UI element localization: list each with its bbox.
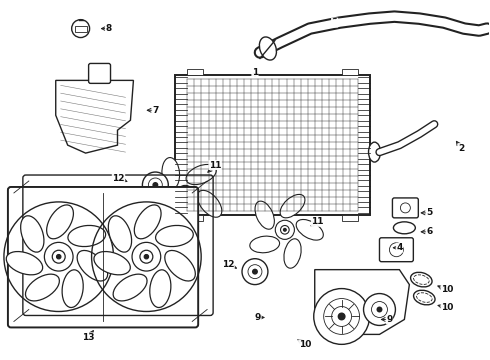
Ellipse shape: [393, 222, 416, 234]
Ellipse shape: [368, 142, 380, 162]
Ellipse shape: [255, 201, 274, 229]
Circle shape: [338, 312, 345, 320]
Circle shape: [144, 255, 148, 259]
Text: 12: 12: [222, 260, 234, 269]
Circle shape: [376, 306, 383, 312]
FancyBboxPatch shape: [392, 198, 418, 218]
Text: 5: 5: [426, 208, 432, 217]
Circle shape: [140, 250, 153, 263]
Ellipse shape: [259, 37, 276, 60]
Text: 9: 9: [255, 313, 261, 322]
Bar: [74, 26, 87, 32]
Ellipse shape: [411, 272, 432, 287]
Circle shape: [56, 255, 61, 259]
Ellipse shape: [134, 205, 161, 239]
Text: 2: 2: [458, 144, 465, 153]
Ellipse shape: [113, 274, 147, 301]
Text: 12: 12: [112, 174, 125, 183]
Ellipse shape: [25, 274, 59, 301]
FancyBboxPatch shape: [8, 187, 198, 328]
FancyBboxPatch shape: [89, 63, 111, 84]
Circle shape: [314, 289, 369, 345]
Text: 6: 6: [426, 227, 432, 236]
Text: 13: 13: [82, 333, 95, 342]
Bar: [187, 215, 203, 221]
Circle shape: [248, 265, 262, 279]
Ellipse shape: [94, 252, 130, 275]
FancyBboxPatch shape: [379, 238, 414, 262]
Ellipse shape: [165, 251, 196, 281]
Ellipse shape: [47, 205, 74, 239]
Ellipse shape: [68, 225, 106, 247]
Circle shape: [371, 302, 388, 318]
Ellipse shape: [284, 239, 301, 268]
Circle shape: [390, 243, 403, 257]
Text: 7: 7: [152, 106, 159, 115]
Circle shape: [364, 293, 395, 325]
Circle shape: [275, 220, 294, 239]
Bar: [342, 69, 358, 75]
Text: 10: 10: [441, 303, 453, 312]
Polygon shape: [315, 270, 409, 334]
Text: 3: 3: [332, 18, 338, 27]
Circle shape: [152, 182, 158, 188]
Circle shape: [181, 191, 190, 199]
Ellipse shape: [62, 270, 83, 307]
Ellipse shape: [145, 193, 176, 211]
Ellipse shape: [186, 165, 216, 185]
Circle shape: [143, 172, 168, 198]
Circle shape: [324, 298, 360, 334]
Ellipse shape: [414, 290, 435, 305]
Text: 11: 11: [312, 217, 324, 226]
Polygon shape: [56, 80, 133, 153]
Ellipse shape: [280, 194, 305, 218]
Circle shape: [281, 225, 289, 234]
Text: 4: 4: [396, 243, 403, 252]
Ellipse shape: [250, 236, 280, 253]
Circle shape: [72, 20, 90, 37]
Circle shape: [132, 242, 161, 271]
Circle shape: [148, 178, 162, 192]
Circle shape: [252, 269, 258, 275]
Ellipse shape: [21, 216, 44, 252]
Text: 10: 10: [298, 340, 311, 349]
Text: 11: 11: [209, 161, 221, 170]
Text: 9: 9: [386, 315, 392, 324]
Bar: [187, 69, 203, 75]
Circle shape: [52, 250, 65, 263]
Circle shape: [45, 242, 73, 271]
Text: 10: 10: [441, 285, 453, 294]
Ellipse shape: [108, 216, 132, 252]
Ellipse shape: [150, 270, 171, 307]
Bar: [175, 75, 369, 215]
Circle shape: [400, 203, 410, 213]
Circle shape: [332, 306, 352, 327]
Circle shape: [242, 259, 268, 285]
Text: 1: 1: [252, 68, 258, 77]
Ellipse shape: [77, 251, 108, 281]
Ellipse shape: [296, 220, 323, 240]
Ellipse shape: [6, 252, 43, 275]
Ellipse shape: [156, 225, 193, 247]
Circle shape: [184, 194, 187, 196]
Circle shape: [283, 228, 286, 231]
Bar: [342, 215, 358, 221]
Ellipse shape: [173, 207, 196, 235]
Text: 8: 8: [105, 24, 112, 33]
Ellipse shape: [162, 158, 179, 189]
Ellipse shape: [197, 190, 222, 217]
Circle shape: [176, 185, 195, 204]
